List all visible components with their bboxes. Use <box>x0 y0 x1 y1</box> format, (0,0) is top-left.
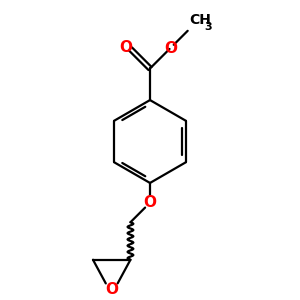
Text: O: O <box>105 282 118 297</box>
Text: CH: CH <box>190 13 211 27</box>
Text: O: O <box>143 195 157 210</box>
Text: O: O <box>164 41 177 56</box>
Text: 3: 3 <box>205 22 212 32</box>
Text: O: O <box>119 40 132 56</box>
